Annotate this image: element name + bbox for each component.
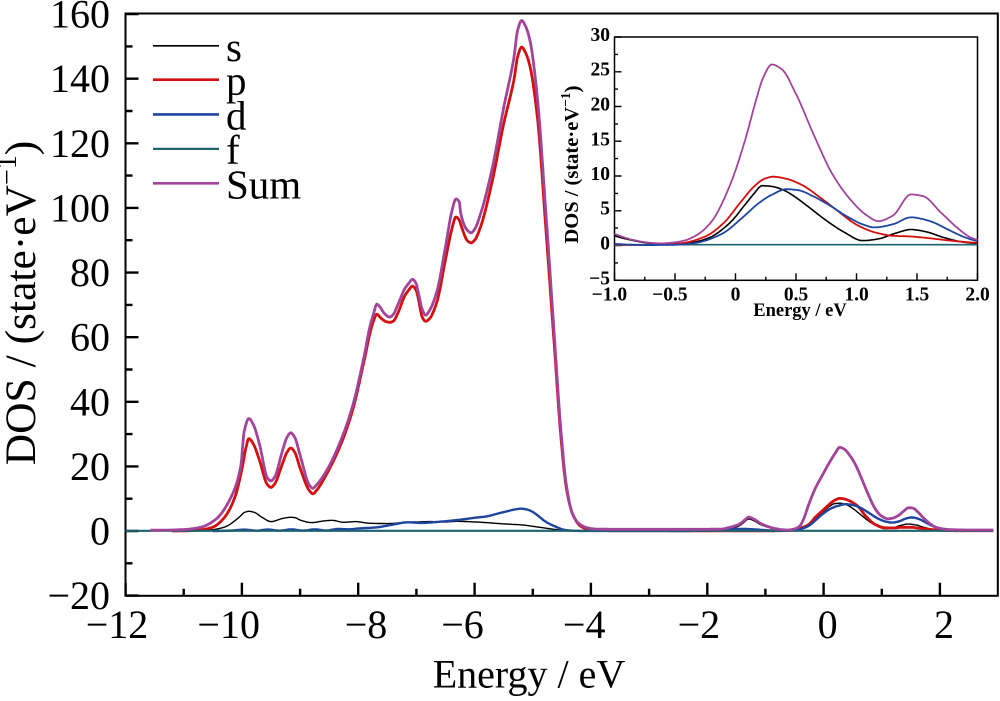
svg-text:1.0: 1.0 bbox=[844, 285, 868, 306]
svg-text:0.5: 0.5 bbox=[784, 285, 809, 306]
svg-text:80: 80 bbox=[70, 250, 110, 295]
svg-text:−12: −12 bbox=[86, 602, 149, 647]
svg-text:s: s bbox=[226, 24, 242, 70]
svg-text:DOS / (state·eV−1): DOS / (state·eV−1) bbox=[558, 85, 585, 243]
svg-text:−8: −8 bbox=[345, 602, 388, 647]
svg-text:Sum: Sum bbox=[226, 161, 301, 207]
svg-text:2: 2 bbox=[934, 602, 954, 647]
svg-text:−5: −5 bbox=[589, 268, 610, 289]
svg-text:20: 20 bbox=[591, 95, 611, 116]
svg-text:−2: −2 bbox=[678, 602, 721, 647]
svg-text:30: 30 bbox=[591, 25, 611, 46]
svg-text:DOS / (state·eV−1): DOS / (state·eV−1) bbox=[0, 141, 45, 466]
svg-text:−0.5: −0.5 bbox=[652, 285, 688, 306]
svg-text:0: 0 bbox=[90, 509, 110, 554]
svg-text:−1.0: −1.0 bbox=[592, 285, 628, 306]
svg-text:−4: −4 bbox=[563, 602, 606, 647]
svg-text:2.0: 2.0 bbox=[965, 285, 989, 306]
svg-text:0: 0 bbox=[731, 285, 741, 306]
svg-text:100: 100 bbox=[50, 185, 110, 230]
svg-text:1.5: 1.5 bbox=[905, 285, 930, 306]
svg-text:120: 120 bbox=[50, 121, 110, 166]
svg-text:10: 10 bbox=[591, 164, 611, 185]
svg-text:25: 25 bbox=[591, 60, 611, 81]
svg-text:−10: −10 bbox=[197, 602, 260, 647]
svg-text:f: f bbox=[226, 127, 240, 173]
svg-text:0: 0 bbox=[600, 234, 610, 255]
svg-text:5: 5 bbox=[600, 199, 610, 220]
svg-text:20: 20 bbox=[70, 444, 110, 489]
svg-text:60: 60 bbox=[70, 315, 110, 360]
svg-text:Energy / eV: Energy / eV bbox=[753, 301, 847, 321]
svg-text:40: 40 bbox=[70, 379, 110, 424]
svg-text:140: 140 bbox=[50, 56, 110, 101]
svg-text:15: 15 bbox=[591, 129, 611, 150]
svg-text:−20: −20 bbox=[47, 573, 110, 618]
svg-text:d: d bbox=[226, 92, 247, 138]
svg-text:Energy / eV: Energy / eV bbox=[433, 652, 626, 697]
svg-text:−6: −6 bbox=[441, 602, 484, 647]
svg-text:0: 0 bbox=[818, 602, 838, 647]
svg-text:160: 160 bbox=[50, 0, 110, 37]
svg-text:p: p bbox=[226, 58, 247, 104]
